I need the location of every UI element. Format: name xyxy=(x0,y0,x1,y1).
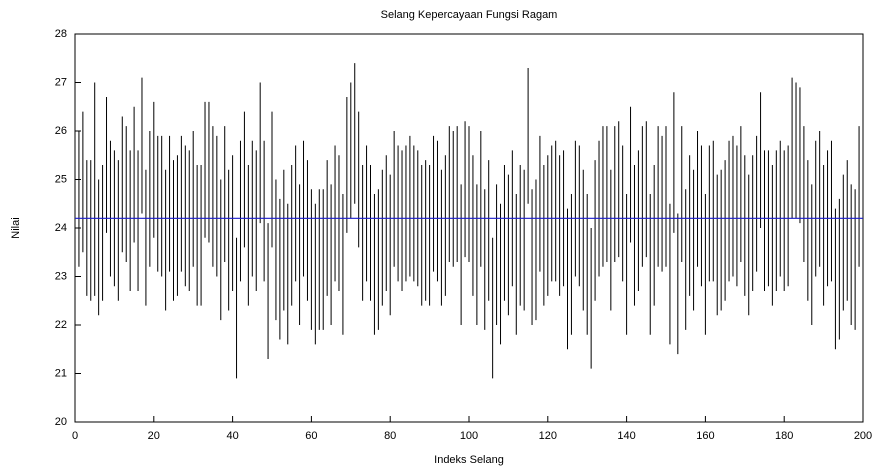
y-tick-label: 27 xyxy=(55,76,67,88)
x-axis-label: Indeks Selang xyxy=(434,454,504,466)
y-axis-label: Nilai xyxy=(10,217,22,238)
y-tick-label: 22 xyxy=(55,319,67,331)
y-tick-label: 24 xyxy=(55,222,67,234)
x-tick-label: 100 xyxy=(460,430,478,442)
x-tick-label: 200 xyxy=(854,430,872,442)
y-tick-label: 26 xyxy=(55,125,67,137)
y-tick-label: 28 xyxy=(55,28,67,40)
x-tick-label: 180 xyxy=(775,430,793,442)
y-tick-label: 21 xyxy=(55,367,67,379)
y-tick-label: 23 xyxy=(55,270,67,282)
x-tick-label: 40 xyxy=(226,430,238,442)
y-tick-label: 25 xyxy=(55,173,67,185)
y-tick-label: 20 xyxy=(55,416,67,428)
chart-title: Selang Kepercayaan Fungsi Ragam xyxy=(381,9,558,21)
x-tick-label: 20 xyxy=(148,430,160,442)
x-tick-label: 120 xyxy=(539,430,557,442)
x-tick-label: 80 xyxy=(384,430,396,442)
x-tick-label: 160 xyxy=(696,430,714,442)
x-tick-label: 60 xyxy=(305,430,317,442)
x-tick-label: 0 xyxy=(72,430,78,442)
x-tick-label: 140 xyxy=(617,430,635,442)
